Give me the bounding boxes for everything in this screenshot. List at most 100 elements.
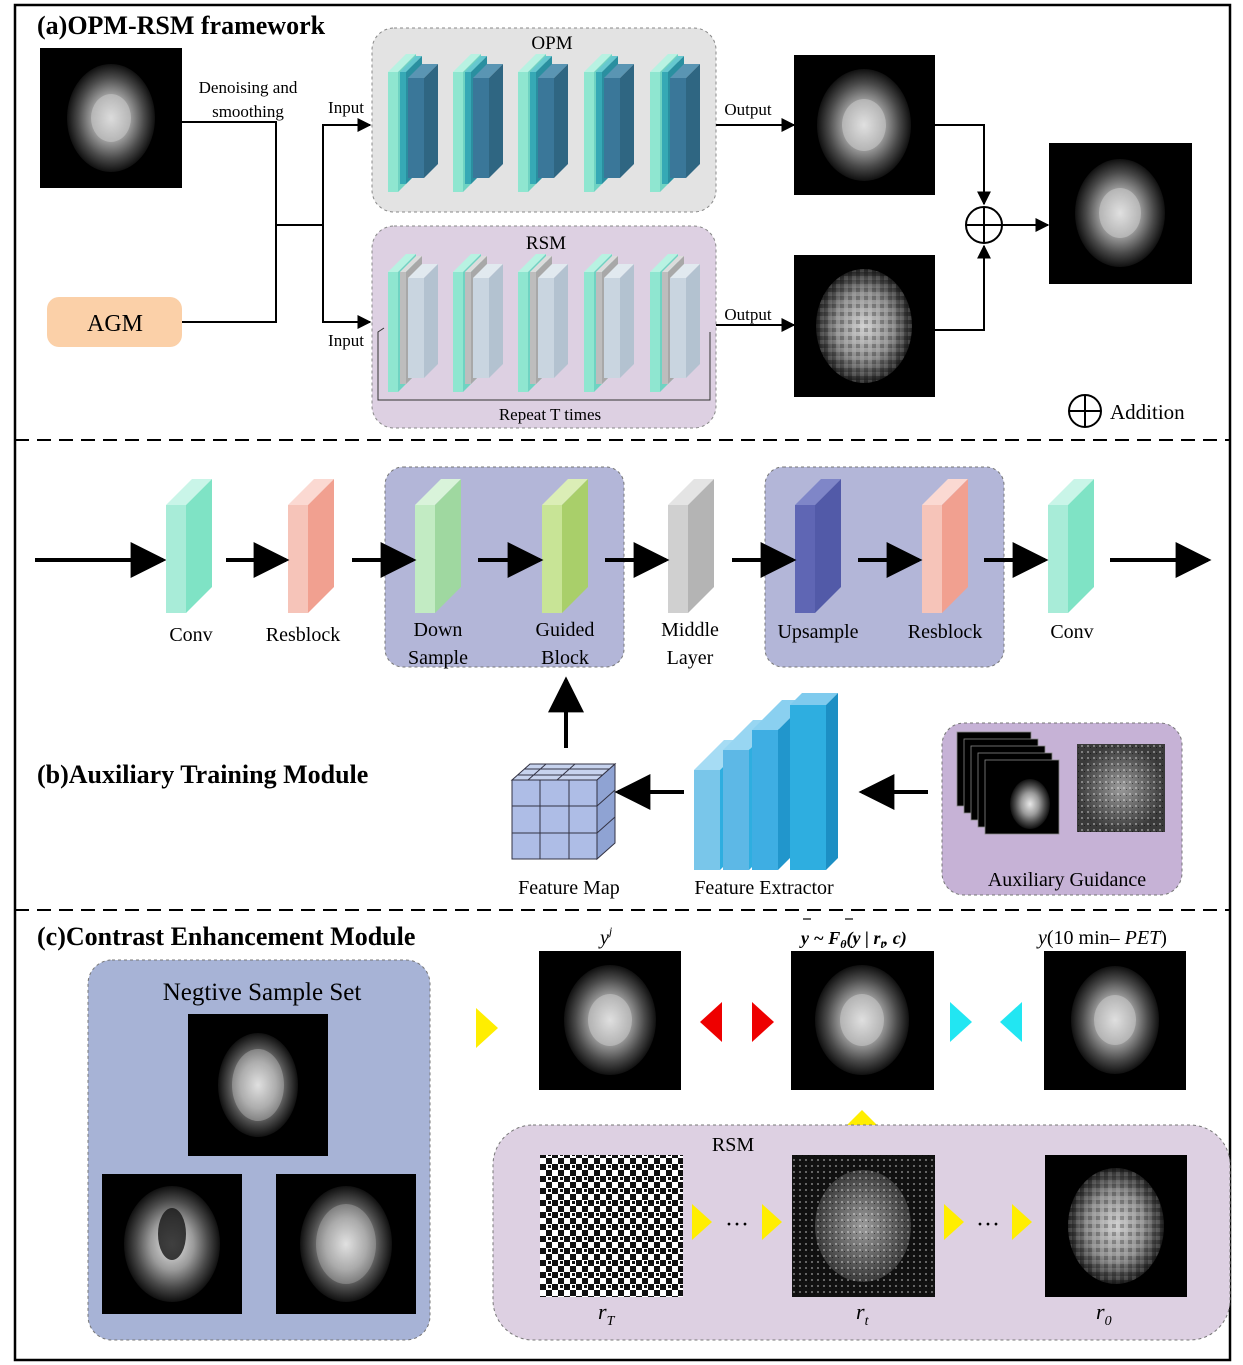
section-b-title: (b)Auxiliary Training Module bbox=[37, 760, 368, 789]
negative-brain-2 bbox=[102, 1174, 242, 1314]
label-predicted: y ~ Fθ(y | rt, c) bbox=[799, 928, 907, 951]
label-pred-sub: t bbox=[880, 937, 884, 951]
block-conv2 bbox=[1048, 479, 1094, 613]
repeat-loop-line bbox=[377, 327, 711, 401]
denoise-label-line1: Denoising and bbox=[199, 78, 298, 97]
label-r0: r0 bbox=[1096, 1299, 1112, 1329]
negative-brain-1 bbox=[188, 1014, 328, 1156]
label-rT: rT bbox=[598, 1299, 616, 1329]
final-output-brain bbox=[1049, 143, 1192, 284]
arrow-rsm-to-add bbox=[935, 244, 991, 331]
block-guided bbox=[542, 479, 588, 613]
label-yj: yj bbox=[598, 924, 613, 949]
resblock1-label: Resblock bbox=[266, 624, 340, 646]
outer-frame bbox=[13, 3, 1232, 1362]
middle-label-line1: Middle bbox=[661, 619, 719, 641]
rsm-layer-pale-4 bbox=[604, 264, 634, 378]
rsm-output-brain bbox=[794, 255, 935, 397]
block-upsample bbox=[795, 479, 841, 613]
rsm-layer-pale-1 bbox=[408, 264, 438, 378]
arrow-yellow-c3 bbox=[944, 1204, 964, 1240]
feature-extractor-label: Feature Extractor bbox=[694, 877, 834, 899]
feature-map-cube bbox=[510, 762, 617, 861]
arrow-red-right bbox=[752, 1002, 774, 1042]
input-top-label: Input bbox=[328, 98, 364, 117]
output-top-label: Output bbox=[724, 100, 772, 119]
noise-image-r0 bbox=[1045, 1155, 1187, 1297]
downsample-label-line2: Sample bbox=[408, 647, 468, 669]
arrow-yellow-left bbox=[476, 1008, 498, 1048]
label-yj-sup: j bbox=[607, 924, 613, 938]
label-rt: rt bbox=[856, 1299, 870, 1329]
resblock2-label: Resblock bbox=[908, 621, 982, 643]
opm-layer-dark-4 bbox=[604, 64, 634, 178]
label-target-paren: (10 min– bbox=[1047, 927, 1125, 949]
rsm-label-c: RSM bbox=[712, 1134, 754, 1156]
block-conv1 bbox=[166, 479, 212, 613]
opm-blocks bbox=[388, 54, 700, 192]
label-pred-theta: θ bbox=[840, 937, 847, 951]
aux-guidance-spectrum bbox=[1077, 744, 1165, 832]
brain-yj bbox=[539, 951, 681, 1090]
brain-predicted bbox=[791, 951, 934, 1090]
label-target-pet: PET bbox=[1124, 927, 1162, 949]
label-yj-base: y bbox=[598, 927, 609, 949]
rsm-layer-pale-2 bbox=[473, 264, 503, 378]
block-downsample bbox=[415, 479, 461, 613]
repeat-label: Repeat T times bbox=[499, 405, 601, 424]
addition-legend-icon bbox=[1068, 394, 1102, 428]
dots-1: ··· bbox=[725, 1212, 749, 1238]
section-a-title: (a)OPM-RSM framework bbox=[37, 11, 326, 40]
output-bottom-label: Output bbox=[724, 305, 772, 324]
upsample-label: Upsample bbox=[777, 621, 858, 643]
label-target-base: y bbox=[1036, 927, 1047, 949]
denoise-label-line2: smoothing bbox=[212, 102, 284, 121]
label-rT-sub: T bbox=[607, 1314, 616, 1329]
noise-image-rT bbox=[540, 1155, 683, 1297]
block-middle bbox=[668, 479, 714, 613]
opm-layer-dark-3 bbox=[538, 64, 568, 178]
opm-output-brain bbox=[794, 55, 935, 195]
arrow-opm-to-add bbox=[935, 124, 991, 206]
addition-legend-label: Addition bbox=[1110, 400, 1185, 424]
arrow-yellow-c4 bbox=[1012, 1204, 1032, 1240]
label-pred-end: , c) bbox=[883, 928, 907, 949]
rsm-blocks bbox=[388, 254, 700, 392]
arrow-red-left bbox=[700, 1002, 722, 1042]
label-r0-sub: 0 bbox=[1105, 1314, 1112, 1329]
feature-map-label: Feature Map bbox=[518, 877, 620, 899]
aux-guidance-label: Auxiliary Guidance bbox=[988, 869, 1146, 891]
connector-input-brain bbox=[182, 121, 277, 225]
input-brain-image bbox=[40, 48, 182, 188]
input-bottom-label: Input bbox=[328, 331, 364, 350]
feature-extractor-layers bbox=[694, 693, 838, 870]
arrow-cyan-left bbox=[1000, 1002, 1022, 1042]
extractor-layer-4 bbox=[790, 693, 838, 870]
guided-label-line1: Guided bbox=[536, 619, 595, 641]
opm-label: OPM bbox=[531, 33, 572, 54]
unet-blocks bbox=[166, 479, 1094, 613]
opm-layer-dark-5 bbox=[670, 64, 700, 178]
label-pred-arg: (y | r bbox=[847, 928, 882, 949]
agm-label: AGM bbox=[87, 311, 143, 337]
label-rt-sub: t bbox=[865, 1314, 870, 1329]
middle-label-line2: Layer bbox=[667, 647, 714, 669]
conv2-label: Conv bbox=[1050, 621, 1093, 643]
arrow-cyan-right bbox=[950, 1002, 972, 1042]
block-resblock1 bbox=[288, 479, 334, 613]
arrow-yellow-c1 bbox=[692, 1204, 712, 1240]
brain-target bbox=[1044, 951, 1186, 1090]
label-target-close: ) bbox=[1160, 927, 1167, 949]
negative-brain-3 bbox=[276, 1174, 416, 1314]
aux-guidance-stack bbox=[956, 731, 1060, 835]
noise-image-rt bbox=[792, 1155, 935, 1297]
negative-set-label: Negtive Sample Set bbox=[163, 979, 362, 1006]
dots-2: ··· bbox=[976, 1212, 1000, 1238]
section-c-title: (c)Contrast Enhancement Module bbox=[37, 922, 415, 951]
rsm-label-a: RSM bbox=[526, 233, 566, 254]
label-r0-base: r bbox=[1096, 1299, 1105, 1324]
arrow-to-opm bbox=[322, 118, 372, 225]
agm-box bbox=[47, 297, 182, 347]
block-resblock2 bbox=[922, 479, 968, 613]
